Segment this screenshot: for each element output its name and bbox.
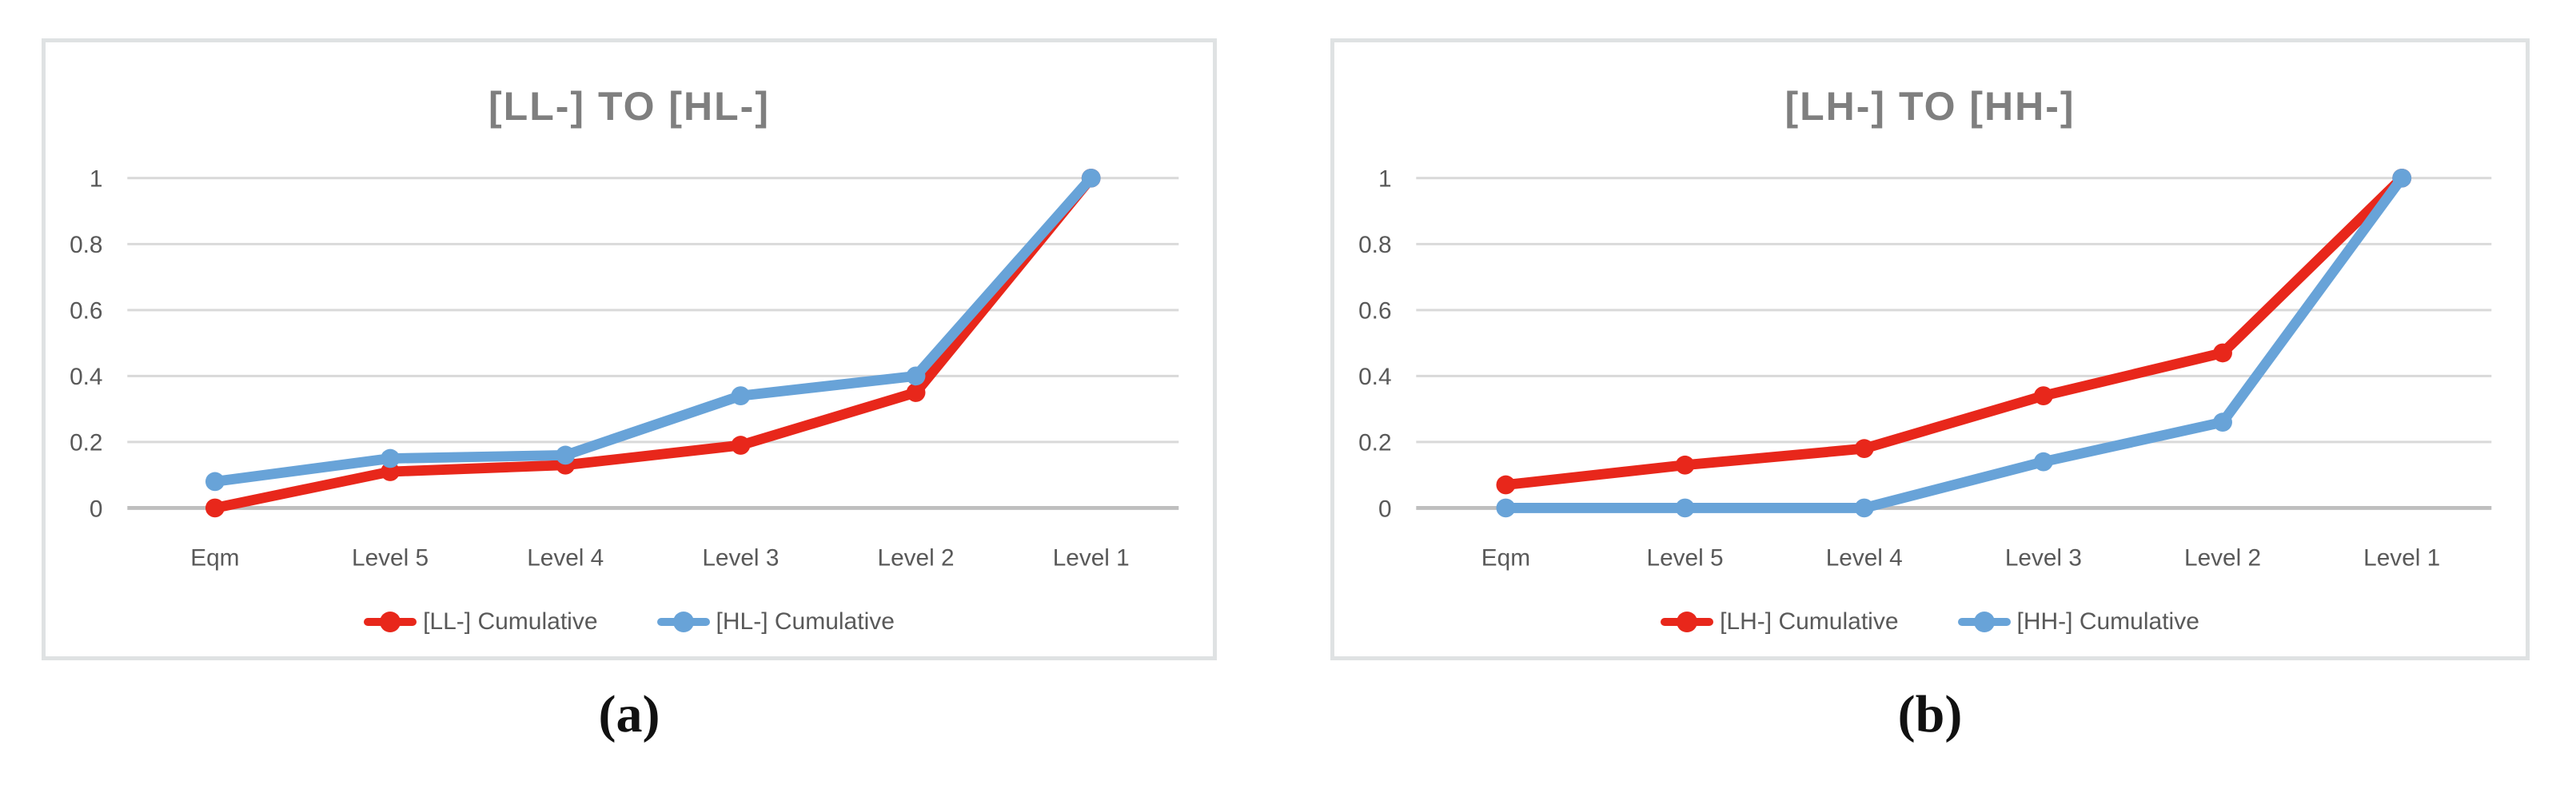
legend-item: [LL-] Cumulative [364, 608, 598, 636]
data-point-marker [556, 445, 576, 465]
legend-item: [HL-] Cumulative [656, 608, 895, 636]
data-point-marker [2213, 343, 2232, 363]
legend-label: [LH-] Cumulative [1720, 608, 1899, 635]
x-axis-tick-label: Eqm [190, 545, 239, 572]
x-axis-tick-label: Level 3 [702, 545, 779, 572]
data-point-marker [2033, 386, 2053, 405]
data-point-marker [2392, 168, 2412, 188]
data-point-marker [1496, 498, 1516, 518]
legend: [LH-] Cumulative [HH-] Cumulative [1334, 608, 2526, 636]
y-axis-tick-label: 0.4 [70, 364, 102, 390]
x-axis-tick-label: Level 5 [352, 545, 429, 572]
chart-title: [LH-] TO [HH-] [1784, 84, 2076, 129]
y-axis-tick-label: 0 [1378, 496, 1392, 522]
data-point-marker [1675, 455, 1695, 475]
y-axis-tick-label: 1 [90, 166, 103, 193]
y-axis-tick-label: 0.6 [1358, 298, 1391, 325]
x-axis-tick-label: Level 2 [878, 545, 955, 572]
y-axis-tick-label: 0.6 [70, 298, 102, 325]
data-point-marker [1081, 168, 1101, 188]
data-point-marker [205, 472, 225, 492]
x-axis-tick-label: Level 4 [527, 545, 604, 572]
legend-label: [LL-] Cumulative [423, 608, 598, 635]
x-axis-tick-label: Level 1 [2363, 545, 2440, 572]
x-axis-tick-label: Level 5 [1647, 545, 1724, 572]
series-line [1500, 173, 2407, 513]
legend-line-marker-icon [656, 612, 710, 632]
legend-label: [HH-] Cumulative [2016, 608, 2199, 635]
legend-item: [HH-] Cumulative [1957, 608, 2199, 636]
chart-panel-a: 0 0.2 0.4 0.6 0.8 1 Eqm Level 5 Level 4 Level 3 Le… [42, 38, 1217, 660]
x-axis-tick-label: Level 4 [1826, 545, 1903, 572]
x-axis-tick-label: Eqm [1481, 545, 1530, 572]
y-axis-tick-label: 0.8 [1358, 232, 1391, 258]
y-axis-tick-label: 0.4 [1358, 364, 1391, 390]
legend-line-marker-icon [364, 612, 417, 632]
y-axis-tick-label: 0.8 [70, 232, 102, 258]
data-point-marker [2033, 452, 2053, 472]
data-point-marker [1496, 475, 1516, 495]
data-point-marker [205, 498, 225, 518]
series-line [209, 173, 1097, 487]
legend: [LL-] Cumulative [HL-] Cumulative [46, 608, 1213, 636]
data-point-marker [2213, 412, 2232, 432]
x-axis-tick-label: Level 3 [2005, 545, 2082, 572]
subfigure-caption-b: (b) [1897, 685, 1963, 743]
data-point-marker [1675, 498, 1695, 518]
chart-panel-b: 0 0.2 0.4 0.6 0.8 1 Eqm Level 5 Level 4 Level 3 Le… [1330, 38, 2530, 660]
y-axis-tick-label: 0.2 [70, 430, 102, 456]
line-chart-svg: 0 0.2 0.4 0.6 0.8 1 Eqm Level 5 Level 4 Level 3 Le… [70, 166, 1179, 572]
data-point-marker [1854, 498, 1874, 518]
data-point-marker [906, 383, 926, 402]
legend-item: [LH-] Cumulative [1661, 608, 1899, 636]
data-point-marker [1854, 439, 1874, 458]
y-axis-tick-label: 0.2 [1358, 430, 1391, 456]
legend-line-marker-icon [1957, 612, 2011, 632]
series-line [209, 173, 1097, 513]
line-chart-svg: 0 0.2 0.4 0.6 0.8 1 Eqm Level 5 Level 4 Level 3 Le… [1358, 166, 2492, 572]
data-point-marker [381, 462, 400, 481]
subfigure-caption-a: (a) [598, 685, 660, 743]
data-point-marker [906, 366, 926, 386]
x-axis-tick-label: Level 2 [2184, 545, 2261, 572]
legend-line-marker-icon [1661, 612, 1714, 632]
y-axis-tick-label: 0 [90, 496, 103, 522]
legend-label: [HL-] Cumulative [716, 608, 895, 635]
series-line [1500, 173, 2407, 490]
x-axis-tick-label: Level 1 [1053, 545, 1130, 572]
data-point-marker [381, 448, 400, 468]
y-axis-tick-label: 1 [1378, 166, 1392, 193]
chart-title: [LL-] TO [HL-] [488, 84, 770, 129]
data-point-marker [731, 436, 751, 455]
data-point-marker [731, 386, 751, 405]
